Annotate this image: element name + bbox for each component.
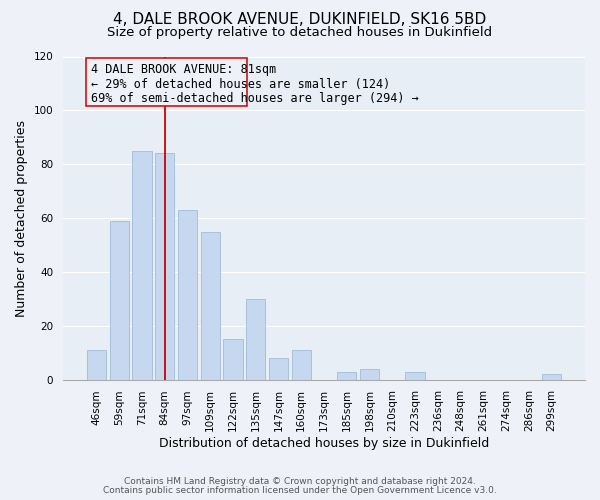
Bar	[200, 232, 220, 380]
Y-axis label: Number of detached properties: Number of detached properties	[15, 120, 28, 316]
Text: 69% of semi-detached houses are larger (294) →: 69% of semi-detached houses are larger (…	[91, 92, 419, 106]
FancyBboxPatch shape	[86, 58, 247, 106]
Bar	[132, 150, 152, 380]
Bar	[223, 339, 242, 380]
Bar	[292, 350, 311, 380]
Bar	[155, 154, 175, 380]
Bar	[178, 210, 197, 380]
Bar	[269, 358, 288, 380]
Text: 4, DALE BROOK AVENUE, DUKINFIELD, SK16 5BD: 4, DALE BROOK AVENUE, DUKINFIELD, SK16 5…	[113, 12, 487, 28]
X-axis label: Distribution of detached houses by size in Dukinfield: Distribution of detached houses by size …	[159, 437, 489, 450]
Text: Contains public sector information licensed under the Open Government Licence v3: Contains public sector information licen…	[103, 486, 497, 495]
Bar	[110, 220, 129, 380]
Bar	[337, 372, 356, 380]
Text: 4 DALE BROOK AVENUE: 81sqm: 4 DALE BROOK AVENUE: 81sqm	[91, 62, 277, 76]
Bar	[87, 350, 106, 380]
Text: Contains HM Land Registry data © Crown copyright and database right 2024.: Contains HM Land Registry data © Crown c…	[124, 477, 476, 486]
Bar	[542, 374, 561, 380]
Bar	[246, 299, 265, 380]
Bar	[360, 369, 379, 380]
Text: Size of property relative to detached houses in Dukinfield: Size of property relative to detached ho…	[107, 26, 493, 39]
Text: ← 29% of detached houses are smaller (124): ← 29% of detached houses are smaller (12…	[91, 78, 391, 90]
Bar	[406, 372, 425, 380]
